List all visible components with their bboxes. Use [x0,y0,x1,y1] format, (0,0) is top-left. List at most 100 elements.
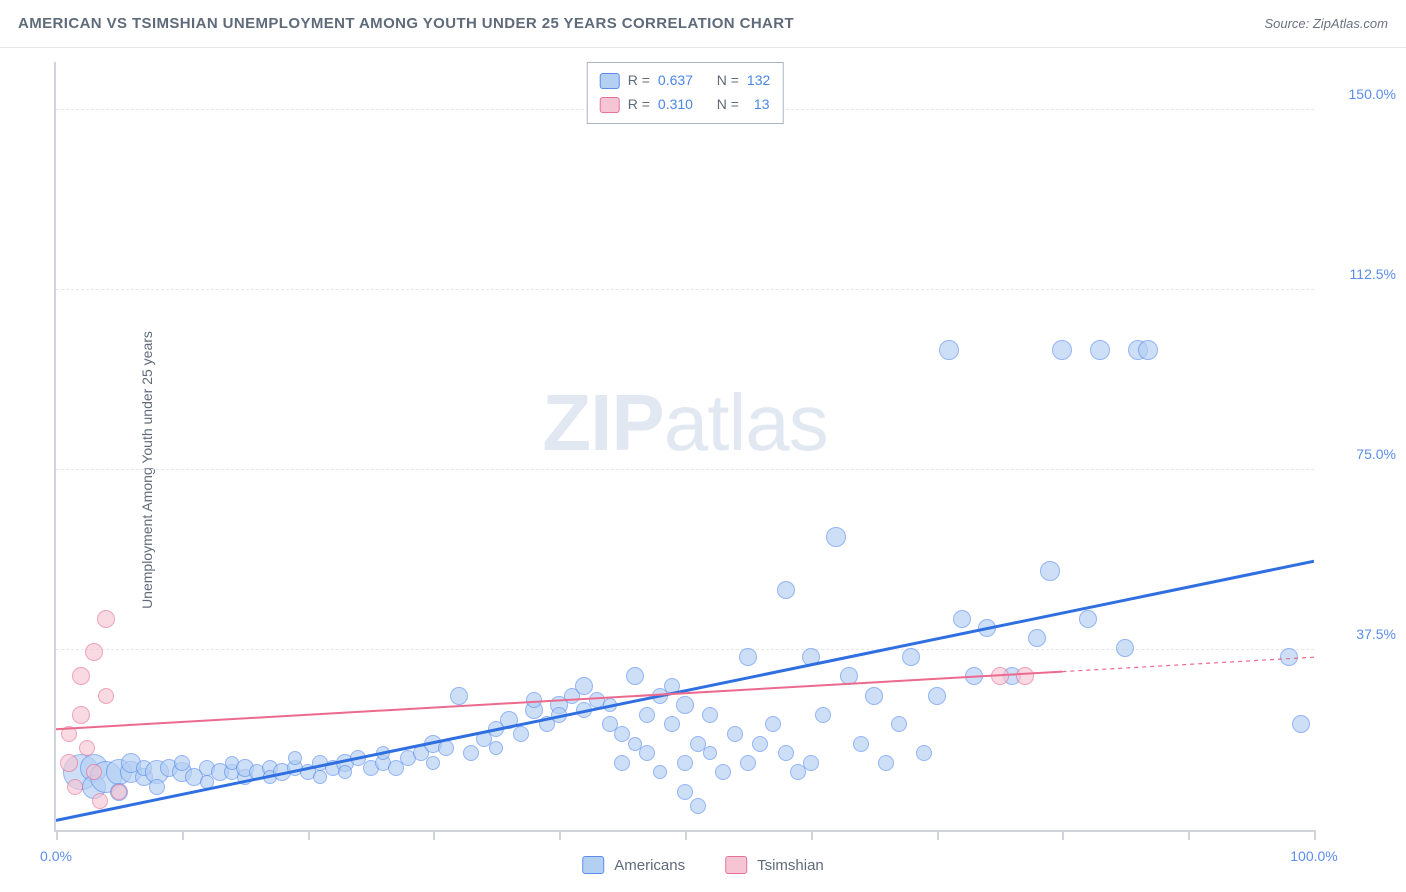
data-point [526,692,542,708]
data-point [840,667,858,685]
x-tick [937,830,939,840]
data-point [703,746,717,760]
legend-stats: R = 0.637 N = 132 R = 0.310 N = 13 [587,62,784,124]
data-point [98,688,114,704]
data-point [991,667,1009,685]
data-point [450,687,468,705]
y-tick-label: 37.5% [1326,626,1396,642]
data-point [463,745,479,761]
data-point [902,648,920,666]
data-point [639,707,655,723]
data-point [752,736,768,752]
watermark-light: atlas [664,378,828,467]
data-point [715,764,731,780]
x-tick [182,830,184,840]
data-point [664,716,680,732]
y-tick-label: 112.5% [1326,266,1396,282]
x-tick [308,830,310,840]
data-point [338,765,352,779]
data-point [727,726,743,742]
data-point [79,740,95,756]
plot-region: ZIPatlas R = 0.637 N = 132 R = 0.310 N =… [54,62,1314,832]
data-point [1090,340,1110,360]
data-point [639,745,655,761]
x-tick-label-left: 0.0% [40,848,72,864]
source-name: ZipAtlas.com [1313,16,1388,31]
data-point [1280,648,1298,666]
legend-item-tsimshian: Tsimshian [725,856,824,874]
data-point [802,648,820,666]
grid-line [56,469,1314,470]
n-label: N = [717,69,739,93]
legend-label-tsimshian: Tsimshian [757,857,824,874]
data-point [61,726,77,742]
x-tick [685,830,687,840]
data-point [778,745,794,761]
data-point [111,784,127,800]
data-point [489,741,503,755]
data-point [690,798,706,814]
data-point [1079,610,1097,628]
swatch-blue [582,856,604,874]
data-point [891,716,907,732]
x-tick-label-right: 100.0% [1290,848,1337,864]
data-point [1052,340,1072,360]
data-point [500,711,518,729]
legend-label-americans: Americans [614,857,685,874]
swatch-blue [600,73,620,89]
y-tick-label: 150.0% [1326,86,1396,102]
data-point [978,619,996,637]
data-point [513,726,529,742]
data-point [803,755,819,771]
data-point [765,716,781,732]
data-point [1016,667,1034,685]
watermark: ZIPatlas [542,377,827,469]
data-point [1040,561,1060,581]
data-point [740,755,756,771]
data-point [1116,639,1134,657]
source-attribution: Source: ZipAtlas.com [1264,16,1388,31]
swatch-pink [725,856,747,874]
legend-stats-row-americans: R = 0.637 N = 132 [600,69,771,93]
data-point [853,736,869,752]
data-point [815,707,831,723]
grid-line [56,289,1314,290]
data-point [653,765,667,779]
data-point [702,707,718,723]
data-point [72,667,90,685]
data-point [92,793,108,809]
data-point [916,745,932,761]
data-point [575,677,593,695]
chart-area: Unemployment Among Youth under 25 years … [0,48,1406,892]
data-point [626,667,644,685]
r-label: R = [628,93,650,117]
x-tick [1062,830,1064,840]
data-point [614,755,630,771]
data-point [677,784,693,800]
data-point [865,687,883,705]
data-point [376,746,390,760]
data-point [149,779,165,795]
x-tick [56,830,58,840]
data-point [85,643,103,661]
data-point [1292,715,1310,733]
data-point [72,706,90,724]
data-point [97,610,115,628]
chart-title: AMERICAN VS TSIMSHIAN UNEMPLOYMENT AMONG… [18,15,794,32]
legend-stats-row-tsimshian: R = 0.310 N = 13 [600,93,771,117]
data-point [677,755,693,771]
x-tick [433,830,435,840]
data-point [739,648,757,666]
data-point [953,610,971,628]
data-point [60,754,78,772]
data-point [1028,629,1046,647]
data-point [86,764,102,780]
data-point [1138,340,1158,360]
x-tick [1314,830,1316,840]
data-point [878,755,894,771]
n-value-americans: 132 [747,69,770,93]
x-tick [559,830,561,840]
data-point [438,740,454,756]
data-point [939,340,959,360]
r-value-americans: 0.637 [658,69,693,93]
